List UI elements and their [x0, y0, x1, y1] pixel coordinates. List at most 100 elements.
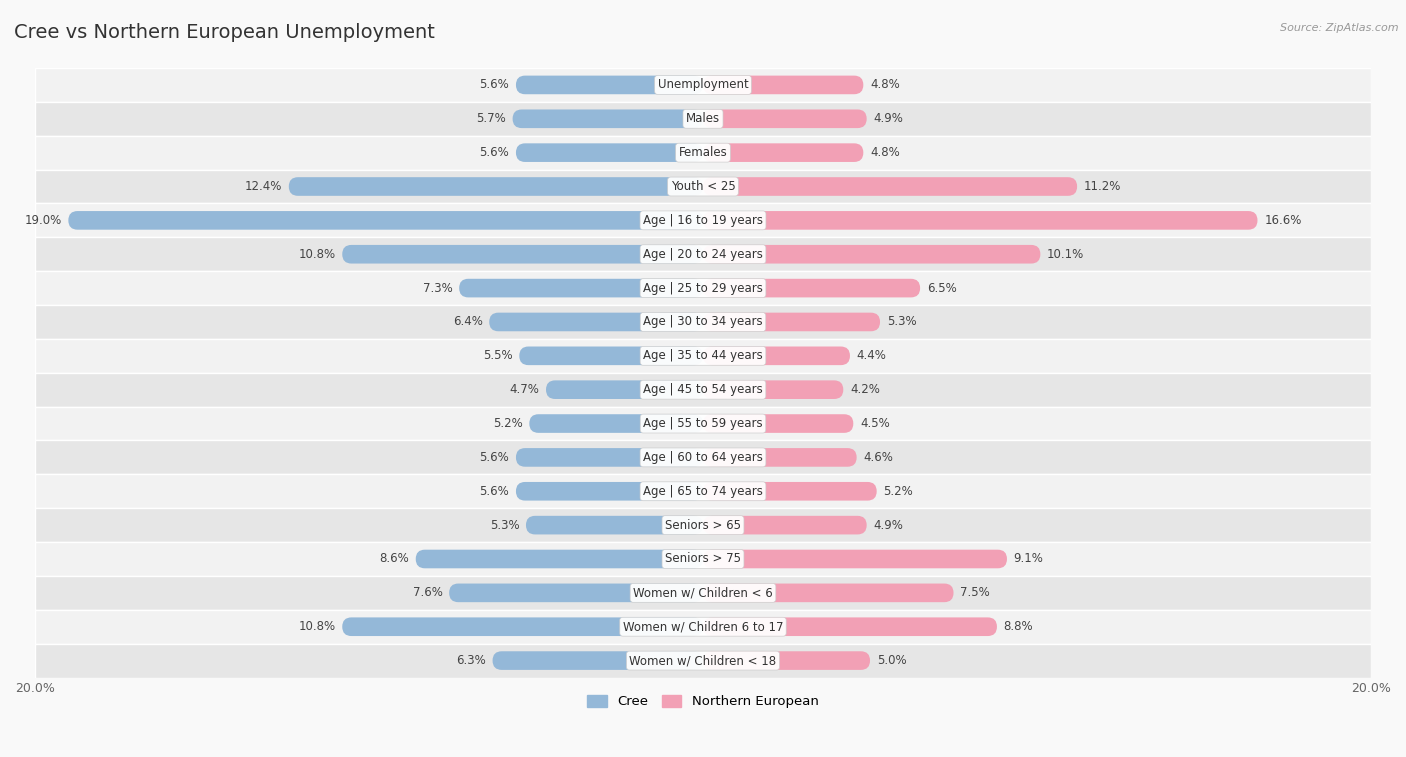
FancyBboxPatch shape [703, 211, 1257, 229]
Text: 5.6%: 5.6% [479, 484, 509, 498]
FancyBboxPatch shape [516, 143, 703, 162]
Bar [35, 576, 1371, 610]
Text: 7.3%: 7.3% [423, 282, 453, 294]
FancyBboxPatch shape [703, 380, 844, 399]
FancyBboxPatch shape [288, 177, 703, 196]
Text: 16.6%: 16.6% [1264, 214, 1302, 227]
Text: Age | 65 to 74 years: Age | 65 to 74 years [643, 484, 763, 498]
FancyBboxPatch shape [526, 516, 703, 534]
Bar [35, 407, 1371, 441]
Text: 5.6%: 5.6% [479, 146, 509, 159]
FancyBboxPatch shape [703, 76, 863, 94]
Text: 6.3%: 6.3% [456, 654, 486, 667]
FancyBboxPatch shape [529, 414, 703, 433]
Bar [35, 441, 1371, 475]
FancyBboxPatch shape [342, 245, 703, 263]
Text: 19.0%: 19.0% [24, 214, 62, 227]
FancyBboxPatch shape [703, 177, 1077, 196]
Text: Women w/ Children < 18: Women w/ Children < 18 [630, 654, 776, 667]
Bar [35, 643, 1371, 678]
Bar [35, 170, 1371, 204]
Bar [35, 136, 1371, 170]
Text: 9.1%: 9.1% [1014, 553, 1043, 565]
FancyBboxPatch shape [516, 482, 703, 500]
Text: Women w/ Children < 6: Women w/ Children < 6 [633, 587, 773, 600]
FancyBboxPatch shape [703, 347, 851, 365]
FancyBboxPatch shape [460, 279, 703, 298]
Text: 5.2%: 5.2% [494, 417, 523, 430]
Bar [35, 339, 1371, 372]
Bar [35, 68, 1371, 102]
Text: Seniors > 65: Seniors > 65 [665, 519, 741, 531]
Text: Cree vs Northern European Unemployment: Cree vs Northern European Unemployment [14, 23, 434, 42]
FancyBboxPatch shape [703, 414, 853, 433]
Text: 6.5%: 6.5% [927, 282, 956, 294]
Text: 7.6%: 7.6% [412, 587, 443, 600]
Text: Age | 60 to 64 years: Age | 60 to 64 years [643, 451, 763, 464]
Text: 5.7%: 5.7% [477, 112, 506, 126]
Text: 4.4%: 4.4% [856, 349, 887, 363]
FancyBboxPatch shape [703, 550, 1007, 569]
Text: 5.2%: 5.2% [883, 484, 912, 498]
Text: 4.5%: 4.5% [860, 417, 890, 430]
Text: 4.9%: 4.9% [873, 519, 903, 531]
Bar [35, 204, 1371, 237]
Text: 5.3%: 5.3% [489, 519, 519, 531]
Text: 10.1%: 10.1% [1047, 248, 1084, 260]
Text: 10.8%: 10.8% [298, 620, 336, 633]
FancyBboxPatch shape [69, 211, 703, 229]
Bar [35, 237, 1371, 271]
FancyBboxPatch shape [449, 584, 703, 602]
FancyBboxPatch shape [703, 516, 866, 534]
FancyBboxPatch shape [703, 584, 953, 602]
FancyBboxPatch shape [492, 651, 703, 670]
Text: 6.4%: 6.4% [453, 316, 482, 329]
Text: 8.6%: 8.6% [380, 553, 409, 565]
FancyBboxPatch shape [519, 347, 703, 365]
FancyBboxPatch shape [703, 245, 1040, 263]
Bar [35, 102, 1371, 136]
Text: 4.8%: 4.8% [870, 146, 900, 159]
FancyBboxPatch shape [516, 76, 703, 94]
Bar [35, 610, 1371, 643]
FancyBboxPatch shape [342, 618, 703, 636]
Text: 5.3%: 5.3% [887, 316, 917, 329]
Bar [35, 508, 1371, 542]
Text: Age | 35 to 44 years: Age | 35 to 44 years [643, 349, 763, 363]
Text: Age | 30 to 34 years: Age | 30 to 34 years [643, 316, 763, 329]
Text: 5.0%: 5.0% [877, 654, 907, 667]
Text: Females: Females [679, 146, 727, 159]
Text: 4.2%: 4.2% [851, 383, 880, 396]
Text: 5.5%: 5.5% [484, 349, 513, 363]
FancyBboxPatch shape [703, 110, 866, 128]
Text: 12.4%: 12.4% [245, 180, 283, 193]
FancyBboxPatch shape [703, 279, 920, 298]
Text: Source: ZipAtlas.com: Source: ZipAtlas.com [1281, 23, 1399, 33]
Text: Age | 20 to 24 years: Age | 20 to 24 years [643, 248, 763, 260]
Text: 5.6%: 5.6% [479, 79, 509, 92]
Text: 5.6%: 5.6% [479, 451, 509, 464]
FancyBboxPatch shape [546, 380, 703, 399]
FancyBboxPatch shape [516, 448, 703, 467]
Text: Age | 16 to 19 years: Age | 16 to 19 years [643, 214, 763, 227]
FancyBboxPatch shape [416, 550, 703, 569]
Text: 4.9%: 4.9% [873, 112, 903, 126]
Bar [35, 271, 1371, 305]
Text: Age | 25 to 29 years: Age | 25 to 29 years [643, 282, 763, 294]
FancyBboxPatch shape [703, 313, 880, 332]
Text: Seniors > 75: Seniors > 75 [665, 553, 741, 565]
Text: 11.2%: 11.2% [1084, 180, 1121, 193]
Text: 4.7%: 4.7% [509, 383, 540, 396]
FancyBboxPatch shape [703, 448, 856, 467]
FancyBboxPatch shape [703, 618, 997, 636]
FancyBboxPatch shape [703, 482, 877, 500]
Legend: Cree, Northern European: Cree, Northern European [582, 690, 824, 714]
Bar [35, 475, 1371, 508]
Text: 8.8%: 8.8% [1004, 620, 1033, 633]
Text: 10.8%: 10.8% [298, 248, 336, 260]
Text: Unemployment: Unemployment [658, 79, 748, 92]
Bar [35, 542, 1371, 576]
Bar [35, 372, 1371, 407]
Text: Youth < 25: Youth < 25 [671, 180, 735, 193]
Text: 4.6%: 4.6% [863, 451, 893, 464]
